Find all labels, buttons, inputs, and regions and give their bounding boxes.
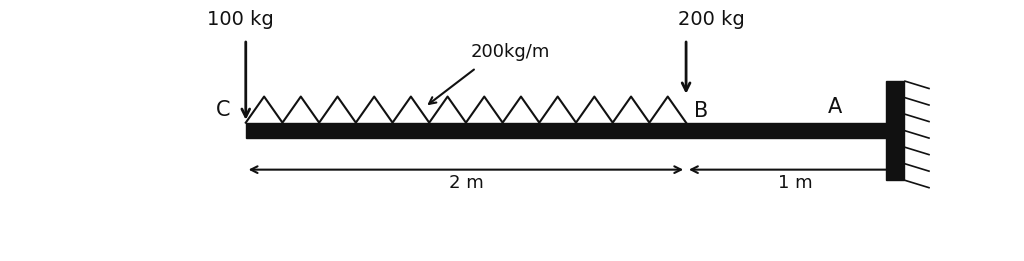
Text: 200kg/m: 200kg/m bbox=[471, 43, 551, 61]
Text: C: C bbox=[216, 100, 230, 120]
Bar bbox=[246, 123, 886, 138]
Text: 2 m: 2 m bbox=[449, 174, 483, 192]
Bar bbox=[886, 81, 904, 180]
Text: 100 kg: 100 kg bbox=[207, 10, 274, 29]
Text: 1 m: 1 m bbox=[778, 174, 812, 192]
Text: 200 kg: 200 kg bbox=[678, 10, 745, 29]
Text: A: A bbox=[827, 97, 842, 117]
Text: B: B bbox=[694, 101, 709, 121]
